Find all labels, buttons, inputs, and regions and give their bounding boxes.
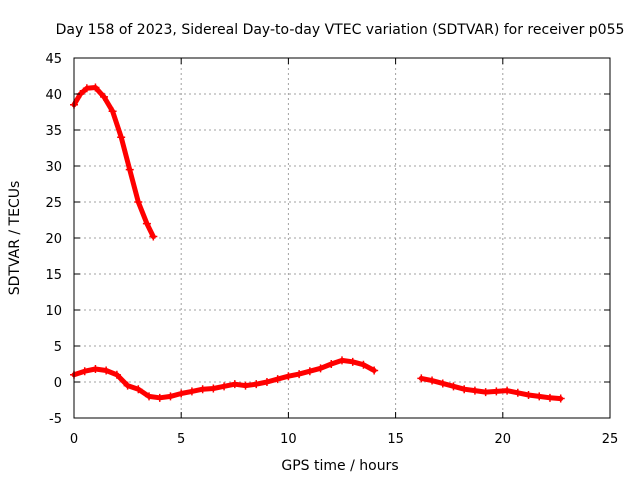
- y-axis-label: SDTVAR / TECUs: [7, 181, 23, 296]
- y-tick-label: 10: [45, 304, 62, 319]
- data-point: [220, 382, 229, 391]
- x-tick-label: 20: [495, 432, 512, 447]
- data-point: [513, 388, 522, 397]
- data-point: [134, 385, 143, 394]
- data-point: [295, 370, 304, 379]
- series-group: [70, 83, 565, 403]
- data-point: [503, 386, 512, 395]
- data-point: [348, 357, 357, 366]
- y-tick-label: 20: [45, 232, 62, 247]
- data-point: [241, 381, 250, 390]
- data-point: [284, 372, 293, 381]
- data-point: [535, 392, 544, 401]
- data-point: [417, 374, 426, 383]
- data-point: [316, 364, 325, 373]
- y-tick-label: 0: [54, 376, 62, 391]
- y-tick-label: 15: [45, 268, 62, 283]
- data-point: [252, 380, 261, 389]
- data-point: [91, 365, 100, 374]
- data-point: [492, 387, 501, 396]
- data-point: [230, 380, 239, 389]
- x-tick-label: 0: [70, 432, 78, 447]
- series-1: [70, 83, 158, 241]
- data-point: [112, 370, 121, 379]
- data-point: [545, 393, 554, 402]
- chart-title: Day 158 of 2023, Sidereal Day-to-day VTE…: [56, 22, 625, 38]
- x-tick-label: 10: [280, 432, 297, 447]
- data-point: [177, 389, 186, 398]
- y-tick-label: 30: [45, 160, 62, 175]
- data-point: [125, 165, 134, 174]
- data-point: [108, 107, 117, 116]
- data-point: [305, 367, 314, 376]
- data-point: [338, 356, 346, 365]
- data-point: [91, 83, 100, 92]
- y-tick-label: 45: [45, 52, 62, 67]
- data-point: [556, 394, 565, 403]
- x-axis-label: GPS time / hours: [281, 458, 398, 474]
- y-tick-label: 25: [45, 196, 62, 211]
- data-point: [117, 133, 126, 142]
- data-point: [155, 393, 164, 402]
- data-point: [145, 392, 154, 401]
- x-tick-label: 15: [387, 432, 404, 447]
- data-point: [166, 392, 175, 401]
- data-point: [359, 360, 368, 369]
- data-point: [80, 367, 89, 376]
- x-tick-label: 25: [602, 432, 619, 447]
- series-trace: [71, 85, 156, 240]
- data-point: [273, 375, 282, 384]
- series-trace: [71, 357, 377, 401]
- data-point: [481, 388, 490, 397]
- x-tick-label: 5: [177, 432, 185, 447]
- ticks-group: 0 5 10 15 20 25 -5 0 5 10 15 20 25 30 35 40 45: [45, 52, 618, 447]
- data-point: [102, 366, 111, 375]
- data-point: [428, 376, 437, 385]
- data-point: [142, 219, 151, 228]
- data-point: [209, 384, 218, 393]
- series-2: [70, 356, 379, 402]
- data-point: [100, 92, 109, 101]
- data-point: [460, 385, 469, 394]
- data-point: [470, 386, 479, 395]
- data-point: [262, 378, 271, 386]
- data-point: [82, 84, 91, 93]
- data-point: [134, 198, 143, 206]
- data-point: [198, 385, 207, 394]
- grid-lines: [74, 58, 610, 418]
- data-point: [123, 381, 132, 390]
- data-point: [187, 387, 196, 396]
- data-point: [449, 382, 458, 391]
- data-point: [524, 390, 533, 399]
- y-tick-label: -5: [49, 412, 62, 427]
- data-point: [327, 360, 336, 368]
- y-tick-label: 40: [45, 88, 62, 103]
- series-3: [417, 374, 565, 403]
- data-point: [370, 366, 379, 375]
- data-point: [438, 379, 447, 388]
- y-tick-label: 5: [54, 340, 62, 355]
- y-tick-label: 35: [45, 124, 62, 139]
- data-point: [149, 232, 158, 241]
